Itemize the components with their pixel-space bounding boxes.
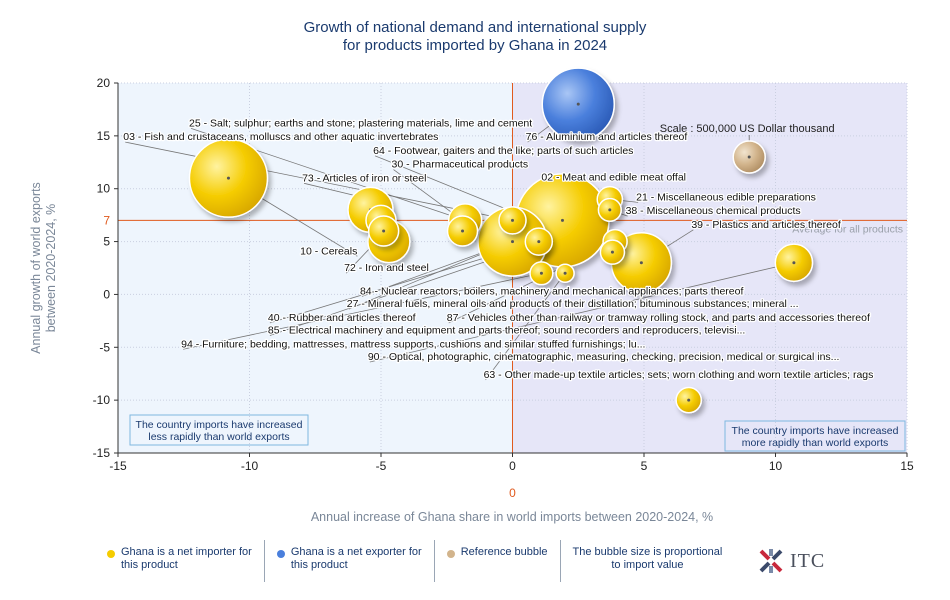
legend-item-reference: Reference bubble [435, 540, 561, 582]
annotation-label: 64 - Footwear, gaiters and the like; par… [373, 145, 633, 157]
bubble-center-dot [563, 271, 567, 275]
annotation-label: 87 - Vehicles other than railway or tram… [447, 312, 870, 324]
importer-dot-icon [107, 550, 115, 558]
annotation-leader-line [485, 273, 566, 381]
annotation-label: 10 - Cereals [300, 245, 357, 257]
bubble-chart: Average for all products Scale : 500,000… [29, 19, 914, 524]
exporter-dot-icon [276, 550, 285, 558]
x-tick-label: 15 [900, 459, 914, 473]
annotation-label: 30 - Pharmaceutical products [392, 159, 529, 171]
bubble-center-dot [537, 240, 541, 244]
legend: Ghana is a net importer for this product… [95, 540, 734, 582]
legend-item-size-note: The bubble size is proportional to impor… [561, 540, 735, 582]
itc-logo: ITC [758, 548, 825, 574]
annotation-label: 94 - Furniture; bedding, mattresses, mat… [181, 338, 645, 350]
annotation-label: 25 - Salt; sulphur; earths and stone; pl… [189, 117, 532, 129]
annotation-leader-line [125, 141, 513, 221]
left-quadrant-bg [118, 83, 513, 453]
bubbles-layer [188, 67, 814, 414]
annotation-label: 84 - Nuclear reactors, boilers, machiner… [360, 285, 744, 297]
average-line-label: Average for all products [792, 223, 903, 235]
annotation-label: 72 - Iron and steel [344, 262, 429, 274]
legend-label: Ghana is a net exporter for this product [290, 546, 422, 571]
bubble-center-dot [539, 271, 543, 275]
y-tick-label: -5 [99, 340, 110, 354]
x-tick-label: 10 [769, 459, 783, 473]
annotation-label: 85 - Electrical machinery and equipment … [268, 325, 745, 337]
bubble-center-dot [639, 261, 643, 265]
y-tick-label: 20 [97, 76, 111, 90]
bubble-center-dot [511, 218, 514, 222]
bubble-center-dot [608, 208, 612, 212]
x-tick-label: 0 [509, 459, 516, 473]
annotation-label: 39 - Plastics and articles thereof [691, 219, 840, 231]
bubble-center-dot [511, 240, 514, 244]
bubble-center-dot [560, 218, 564, 222]
y-tick-label: -15 [93, 446, 111, 460]
x-tick-label: -10 [241, 459, 259, 473]
annotation-leader-line [183, 272, 542, 350]
plot-background-layer [118, 83, 907, 453]
legend-item-importer: Ghana is a net importer for this product [95, 540, 265, 582]
bubble-center-dot [576, 102, 580, 106]
bubble-center-dot [792, 261, 796, 265]
annotation-text-layer: Scale : 500,000 US Dollar thousand 25 - S… [122, 116, 906, 452]
annotation-label: 27 - Mineral fuels, mineral oils and pro… [347, 298, 799, 310]
y-axis-label: Annual growth of world exportsbetween 20… [29, 182, 58, 354]
bubble-center-dot [687, 398, 691, 402]
annotation-label: 38 - Miscellaneous chemical products [626, 205, 801, 217]
y-tick-label: 15 [97, 129, 111, 143]
quadrant-label-right: The country imports have increased more r… [732, 425, 899, 449]
titles-layer: Growth of national demand and internatio… [29, 19, 713, 524]
x-tick-label: 5 [641, 459, 648, 473]
x-axis-label: Annual increase of Ghana share in world … [311, 510, 713, 524]
legend-label: Reference bubble [460, 546, 548, 558]
annotation-label: 90 - Optical, photographic, cinematograp… [368, 351, 840, 363]
y-tick-label: 0 [103, 287, 110, 301]
axes-layer: -15 -10 -5 0 5 10 15 -15 -10 -5 0 5 10 15 20 7 0 [93, 76, 914, 500]
x-tick-label: -5 [376, 459, 387, 473]
annotation-label: 02 - Meat and edible meat offal [541, 171, 686, 183]
legend-label: The bubble size is proportional to impor… [572, 546, 723, 571]
quadrant-label-left-box [129, 414, 309, 446]
y-tick-label: -10 [93, 393, 111, 407]
bubble-center-dot [747, 155, 751, 159]
y-tick-label: 5 [103, 235, 110, 249]
right-quadrant-bg [512, 83, 907, 453]
bubble-center-dot [610, 250, 614, 254]
chart-title: Growth of national demand and internatio… [304, 19, 647, 54]
x-tick-label: -15 [109, 459, 127, 473]
reference-dot-icon [446, 550, 455, 558]
legend-label: Ghana is a net importer for this product [121, 546, 252, 571]
quadrant-label-right-box [724, 420, 906, 452]
annotation-label: 21 - Miscellaneous edible preparations [636, 191, 816, 203]
bubble-center-dot [461, 229, 465, 233]
average-y-value: 7 [103, 213, 110, 227]
itc-logo-text: ITC [790, 549, 826, 572]
bubble-center-dot [226, 176, 230, 180]
zero-x-value: 0 [509, 486, 516, 500]
scale-label: Scale : 500,000 US Dollar thousand [660, 123, 835, 135]
annotation-leader-line [369, 262, 795, 363]
legend-item-exporter: Ghana is a net exporter for this product [265, 540, 435, 582]
y-tick-label: 10 [97, 182, 111, 196]
itc-logo-icon [759, 549, 783, 573]
annotation-label: 63 - Other made-up textile articles; set… [484, 369, 874, 381]
bubble-center-dot [382, 229, 386, 233]
annotation-label: 03 - Fish and crustaceans, molluscs and … [123, 131, 438, 143]
quadrant-label-left: The country imports have increased less r… [136, 419, 303, 443]
annotation-label: 76 - Aluminium and articles thereof [526, 131, 688, 143]
annotation-label: 40 - Rubber and articles thereof [268, 312, 416, 324]
annotation-label: 73 - Articles of iron or steel [302, 172, 426, 184]
